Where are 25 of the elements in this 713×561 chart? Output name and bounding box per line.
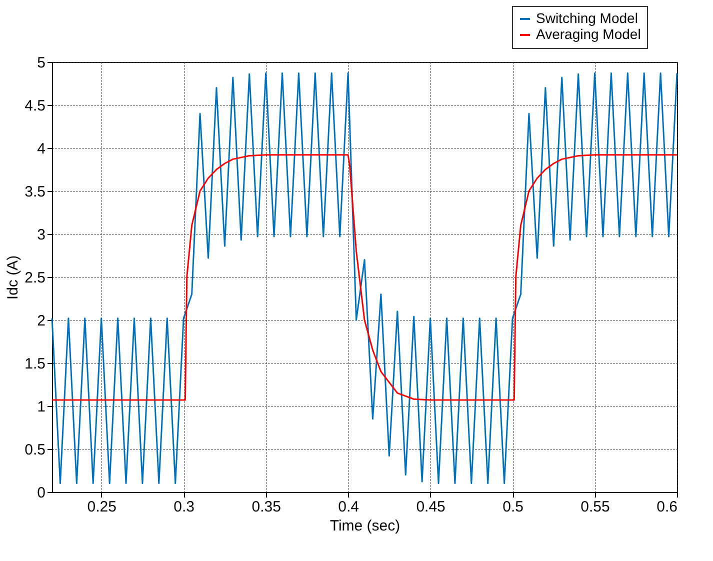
- y-tick-label: 4.5: [24, 98, 46, 114]
- y-tick-label: 5: [37, 54, 46, 72]
- y-tick-label: 4: [37, 140, 46, 158]
- y-tick-label: 1.5: [24, 356, 46, 372]
- x-tick-label: 0.35: [252, 498, 281, 516]
- y-tick-label: 0.5: [24, 442, 46, 458]
- y-tick-label: 3: [37, 226, 46, 244]
- y-tick-label: 2.5: [24, 270, 46, 286]
- x-tick-label: 0.3: [174, 498, 195, 516]
- x-tick-label: 0.25: [87, 498, 116, 516]
- x-tick-label: 0.55: [580, 498, 610, 516]
- legend-label: Switching Model: [536, 10, 638, 26]
- line-series: [51, 154, 678, 401]
- y-tick-label: 0: [37, 484, 46, 502]
- x-axis-title: Time (sec): [330, 518, 400, 534]
- y-tick-label: 1: [37, 398, 46, 416]
- x-tick-label: 0.4: [338, 498, 359, 516]
- y-axis-title: Idc (A): [4, 255, 22, 300]
- legend-label: Averaging Model: [536, 26, 641, 42]
- y-tick-label: 3.5: [24, 184, 46, 200]
- x-tick-label: 0.45: [416, 498, 446, 516]
- y-tick-label: 2: [37, 312, 46, 330]
- x-tick-label: 0.6: [656, 498, 678, 516]
- line-series: [51, 72, 678, 484]
- x-tick-label: 0.5: [502, 498, 524, 516]
